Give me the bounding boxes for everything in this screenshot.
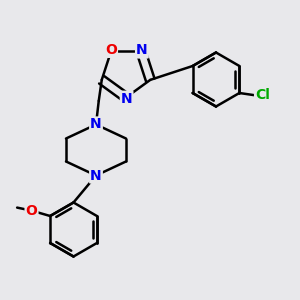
Text: N: N [90, 169, 102, 182]
Text: N: N [136, 44, 148, 58]
Text: O: O [105, 43, 117, 57]
Text: N: N [121, 92, 132, 106]
Text: N: N [90, 118, 102, 131]
Text: O: O [26, 204, 38, 218]
Text: Cl: Cl [255, 88, 270, 102]
